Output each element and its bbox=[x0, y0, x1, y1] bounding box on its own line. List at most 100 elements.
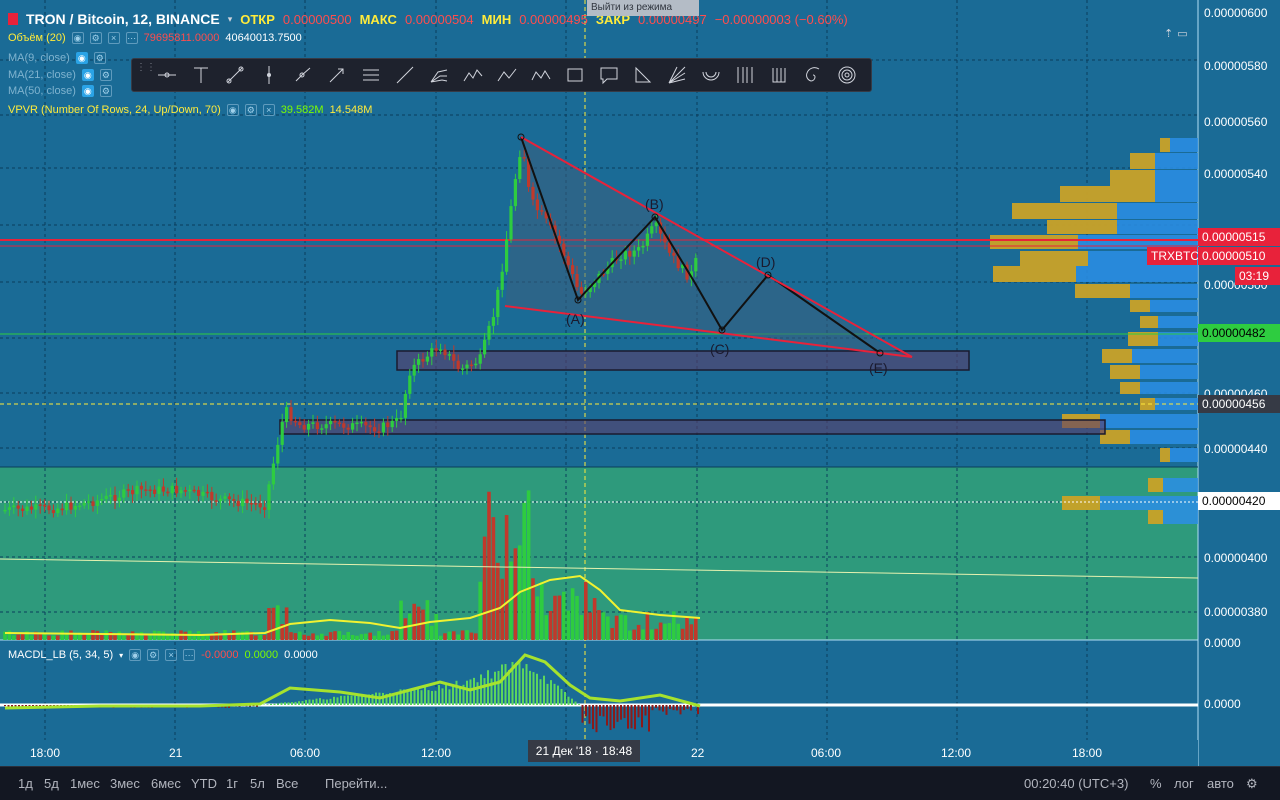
eye-icon[interactable]: ◉ bbox=[75, 52, 88, 64]
extended-line-tool-icon[interactable] bbox=[388, 60, 422, 90]
candle-body bbox=[359, 421, 363, 424]
volume-bar bbox=[460, 630, 465, 640]
chevron-down-icon[interactable]: ▾ bbox=[119, 650, 124, 660]
macd-value-1: -0.0000 bbox=[201, 649, 239, 661]
more-icon[interactable]: ⋯ bbox=[125, 32, 138, 44]
volume-bar bbox=[51, 635, 56, 640]
goto-date-button[interactable]: Перейти... bbox=[325, 776, 388, 791]
angle-tool-icon[interactable] bbox=[626, 60, 660, 90]
settings-icon[interactable]: ⚙ bbox=[93, 52, 106, 64]
range-6m-button[interactable]: 6мес bbox=[151, 776, 181, 791]
settings-icon[interactable]: ⚙ bbox=[89, 32, 102, 44]
volume-bar bbox=[337, 631, 342, 640]
candle-body bbox=[571, 265, 575, 275]
arrow-tool-icon[interactable] bbox=[320, 60, 354, 90]
macd-histogram-bar bbox=[18, 705, 20, 708]
vertical-line-tool-icon[interactable] bbox=[252, 60, 286, 90]
drag-handle-icon[interactable]: ⋮⋮ bbox=[136, 62, 156, 73]
candle-body bbox=[258, 503, 262, 508]
candle-body bbox=[293, 420, 297, 423]
auto-toggle[interactable]: авто bbox=[1207, 776, 1234, 791]
callout-tool-icon[interactable] bbox=[592, 60, 626, 90]
symbol-title[interactable]: TRON / Bitcoin, 12, BINANCE bbox=[26, 11, 220, 27]
exit-mode-tooltip[interactable]: Выйти из режима bbox=[587, 0, 699, 16]
pane-up-icon[interactable]: ⇡ bbox=[1164, 28, 1174, 40]
fib-spiral-tool-icon[interactable] bbox=[796, 60, 830, 90]
fib-arcs-tool-icon[interactable] bbox=[694, 60, 728, 90]
gann-box-tool-icon[interactable] bbox=[762, 60, 796, 90]
range-5y-button[interactable]: 5л bbox=[250, 776, 265, 791]
range-3m-button[interactable]: 3мес bbox=[110, 776, 140, 791]
abc-pattern-tool-icon[interactable] bbox=[490, 60, 524, 90]
ma3-name[interactable]: MA(50, close) bbox=[8, 85, 76, 97]
close-icon[interactable]: × bbox=[107, 32, 120, 44]
trend-line-tool-icon[interactable] bbox=[218, 60, 252, 90]
text-tool-icon[interactable] bbox=[184, 60, 218, 90]
candle-body bbox=[483, 339, 487, 355]
volume-bar bbox=[284, 607, 289, 640]
candle-body bbox=[307, 423, 311, 430]
xabcd-pattern-tool-icon[interactable] bbox=[524, 60, 558, 90]
fib-timezone-tool-icon[interactable] bbox=[728, 60, 762, 90]
percent-toggle[interactable]: % bbox=[1150, 776, 1162, 791]
elliott-wave-tool-icon[interactable] bbox=[456, 60, 490, 90]
range-1y-button[interactable]: 1г bbox=[226, 776, 238, 791]
more-icon[interactable]: ⋯ bbox=[183, 649, 196, 661]
candle-body bbox=[135, 485, 139, 495]
range-all-button[interactable]: Все bbox=[276, 776, 299, 791]
time-tick: 12:00 bbox=[941, 746, 972, 760]
chevron-down-icon[interactable]: ▾ bbox=[227, 13, 233, 24]
pitchfork-tool-icon[interactable] bbox=[422, 60, 456, 90]
range-ytd-button[interactable]: YTD bbox=[191, 776, 217, 791]
horizontal-ray-tool-icon[interactable] bbox=[150, 60, 184, 90]
volume-bar bbox=[320, 633, 324, 640]
eye-icon[interactable]: ◉ bbox=[129, 649, 142, 661]
candle-body bbox=[474, 363, 478, 366]
settings-icon[interactable]: ⚙ bbox=[244, 104, 257, 116]
close-icon[interactable]: × bbox=[165, 649, 178, 661]
volume-bar bbox=[29, 635, 34, 640]
rectangle-tool-icon[interactable] bbox=[558, 60, 592, 90]
close-icon[interactable]: × bbox=[262, 104, 275, 116]
vpvr-up-bar bbox=[1075, 284, 1130, 298]
candle-body bbox=[117, 497, 121, 501]
volume-bar bbox=[108, 632, 113, 640]
macd-name[interactable]: MACDL_LB (5, 34, 5) bbox=[8, 649, 114, 661]
macd-histogram-bar bbox=[329, 698, 332, 705]
eye-icon[interactable]: ◉ bbox=[71, 32, 84, 44]
ma2-name[interactable]: MA(21, close) bbox=[8, 69, 76, 81]
range-1m-button[interactable]: 1мес bbox=[70, 776, 100, 791]
candle-body bbox=[496, 289, 500, 318]
clock-timezone[interactable]: 00:20:40 (UTC+3) bbox=[1024, 776, 1129, 791]
vpvr-up-bar bbox=[1047, 220, 1117, 234]
eye-icon[interactable]: ◉ bbox=[81, 69, 94, 81]
volume-name[interactable]: Объём (20) bbox=[8, 32, 66, 44]
settings-icon[interactable]: ⚙ bbox=[147, 649, 160, 661]
parallel-channel-tool-icon[interactable] bbox=[354, 60, 388, 90]
vpvr-name[interactable]: VPVR (Number Of Rows, 24, Up/Down, 70) bbox=[8, 104, 221, 116]
gann-fan-tool-icon[interactable] bbox=[660, 60, 694, 90]
macd-histogram-bar bbox=[273, 703, 276, 705]
candle-body bbox=[531, 186, 535, 200]
macd-histogram-bar bbox=[672, 705, 675, 711]
maximize-icon[interactable]: ▭ bbox=[1177, 28, 1188, 40]
candle-body bbox=[593, 282, 597, 288]
ma1-name[interactable]: MA(9, close) bbox=[8, 52, 70, 64]
settings-icon[interactable]: ⚙ bbox=[99, 69, 112, 81]
macd-histogram-bar bbox=[602, 705, 605, 717]
settings-icon[interactable]: ⚙ bbox=[99, 85, 112, 97]
volume-bar bbox=[342, 634, 346, 640]
range-1d-button[interactable]: 1д bbox=[18, 776, 33, 791]
gear-icon[interactable]: ⚙ bbox=[1246, 776, 1258, 791]
candle-body bbox=[487, 325, 491, 340]
macd-histogram-bar bbox=[644, 705, 647, 716]
change-value: −0.00000003 (−0.60%) bbox=[714, 11, 848, 27]
eye-icon[interactable]: ◉ bbox=[226, 104, 239, 116]
fib-circles-tool-icon[interactable] bbox=[830, 60, 864, 90]
volume-bar bbox=[56, 635, 60, 640]
eye-icon[interactable]: ◉ bbox=[81, 85, 94, 97]
log-toggle[interactable]: лог bbox=[1174, 776, 1194, 791]
ray-tool-icon[interactable] bbox=[286, 60, 320, 90]
range-5d-button[interactable]: 5д bbox=[44, 776, 59, 791]
